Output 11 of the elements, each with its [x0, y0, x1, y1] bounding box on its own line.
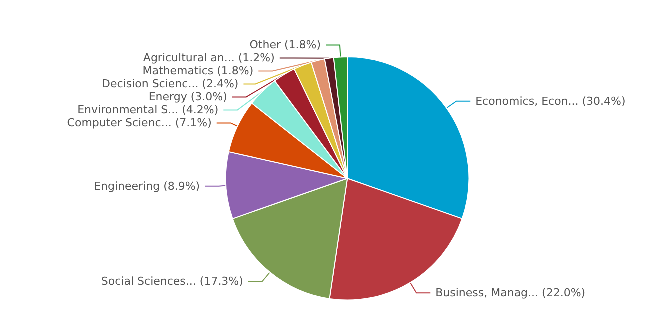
slice-label: Environmental S... (4.2%)	[78, 104, 219, 117]
slice-label: Agricultural an... (1.2%)	[143, 52, 275, 65]
slice-label: Mathematics (1.8%)	[142, 64, 254, 78]
slice-label: Engineering (8.9%)	[94, 180, 200, 193]
slice-label: Decision Scienc... (2.4%)	[102, 78, 239, 91]
slice-label: Energy (3.0%)	[148, 90, 228, 104]
slice-label: Other (1.8%)	[250, 38, 322, 52]
slice-label: Social Sciences... (17.3%)	[101, 275, 244, 288]
slice-label: Business, Manag... (22.0%)	[436, 286, 586, 300]
slice-label: Computer Scienc... (7.1%)	[67, 116, 212, 130]
slice-label: Economics, Econ... (30.4%)	[476, 94, 626, 108]
